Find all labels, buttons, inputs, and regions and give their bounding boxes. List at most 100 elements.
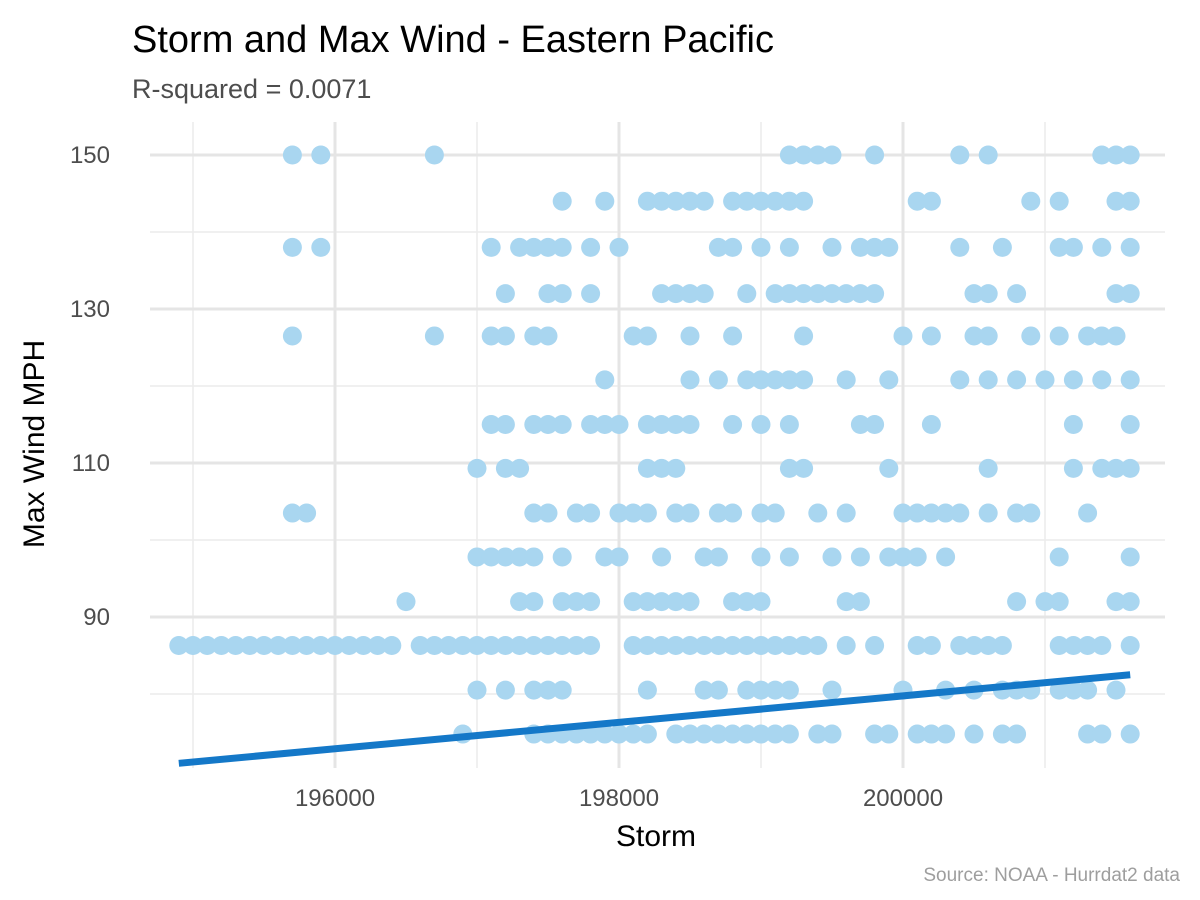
data-point [765,284,785,304]
data-point [481,237,501,257]
data-point [552,237,572,257]
data-point [978,145,998,165]
data-point [964,724,984,744]
data-point [1106,326,1126,346]
data-point [850,415,870,434]
data-point [197,635,217,655]
data-point [1007,370,1027,390]
data-point [666,191,686,211]
data-point [751,724,771,744]
data-point [907,547,927,567]
data-point [708,503,728,523]
data-point [694,284,714,304]
data-point [893,503,913,523]
data-point [779,458,799,478]
data-point [950,503,970,523]
x-axis-ticks: 196000 198000 200000 [295,785,943,812]
data-point [623,326,643,346]
data-point [808,635,828,655]
data-point [652,458,672,478]
data-point [694,547,714,567]
data-point [737,191,757,211]
data-point [538,415,558,434]
data-point [538,237,558,257]
data-point [495,284,515,304]
data-point [1078,326,1098,346]
data-point [907,724,927,744]
data-point [1092,635,1112,655]
data-point [865,145,885,165]
data-point [595,724,615,744]
data-point [879,237,899,257]
data-point [1120,724,1140,744]
y-axis-title: Max Wind MPH [18,340,51,548]
data-point [1120,191,1140,211]
data-point [879,724,899,744]
data-point [779,145,799,165]
trend-line-group [178,671,1131,767]
data-point [907,635,927,655]
data-point [794,458,814,478]
data-point [1007,724,1027,744]
data-point [424,326,444,346]
data-point [637,191,657,211]
data-point [623,635,643,655]
data-point [481,635,501,655]
data-point [723,326,743,346]
data-point [936,547,956,567]
data-point [566,635,586,655]
data-point [751,635,771,655]
data-point [467,635,487,655]
data-point [865,237,885,257]
data-point [637,724,657,744]
data-point [751,237,771,257]
data-point [552,592,572,612]
data-point [1120,370,1140,390]
data-point [907,503,927,523]
data-point [424,635,444,655]
data-point [779,191,799,211]
data-point [282,237,302,257]
data-point [595,370,615,390]
data-point [1120,237,1140,257]
data-point [1078,680,1098,700]
data-point [680,635,700,655]
data-point [1063,680,1083,700]
data-point [297,635,317,655]
data-point [751,415,771,434]
data-point [1092,326,1112,346]
data-point [921,191,941,211]
data-point [751,191,771,211]
data-point [794,370,814,390]
data-point [652,284,672,304]
data-point [723,503,743,523]
data-point [169,635,189,655]
data-point [524,326,544,346]
data-point [865,415,885,434]
data-point [538,326,558,346]
data-point [1007,503,1027,523]
data-point [1078,503,1098,523]
data-point [893,547,913,567]
data-point [1092,724,1112,744]
data-point [808,503,828,523]
data-point [609,503,629,523]
chart-caption: Source: NOAA - Hurrdat2 data [923,865,1180,886]
data-point [1049,326,1069,346]
data-point [510,592,530,612]
data-point [424,145,444,165]
data-point [779,370,799,390]
y-tick-label: 90 [83,604,110,631]
data-point [751,680,771,700]
data-point [950,370,970,390]
data-point [822,680,842,700]
chart-subtitle: R-squared = 0.0071 [132,74,371,104]
data-point [708,724,728,744]
data-point [1021,326,1041,346]
data-point [751,503,771,523]
data-point [623,592,643,612]
data-point [921,724,941,744]
data-point [524,547,544,567]
data-point [652,635,672,655]
data-point [1106,191,1126,211]
